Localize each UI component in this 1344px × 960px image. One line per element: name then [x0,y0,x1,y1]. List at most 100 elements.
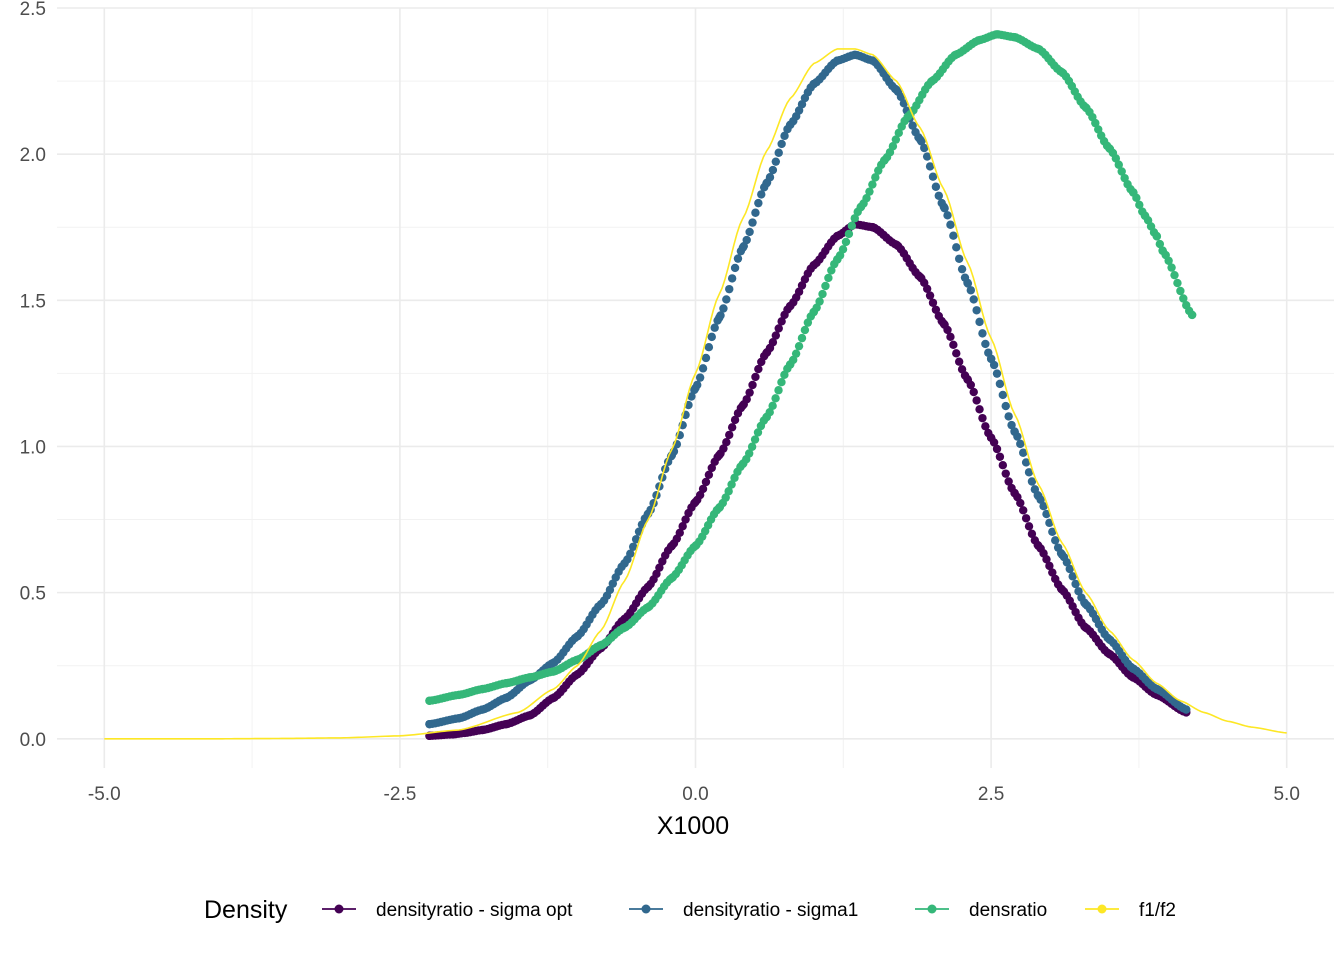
legend-label: densityratio - sigma1 [683,900,858,921]
data-point [862,193,871,203]
data-point [777,377,786,387]
data-point [1114,160,1123,169]
data-point [925,291,935,300]
data-point [1042,509,1051,519]
series-marks [104,30,1287,741]
y-tick-label: 1.5 [20,291,46,312]
data-point [698,484,708,494]
data-point [1181,705,1191,714]
data-point [1021,514,1031,523]
data-point [754,364,763,374]
data-point [981,339,990,349]
data-point [957,264,967,274]
data-point [1048,568,1057,577]
data-point [931,182,941,191]
data-point [949,231,958,240]
data-point [794,106,804,115]
data-point [952,349,961,358]
data-point [725,284,734,294]
data-point [1001,401,1010,411]
data-point [678,522,687,531]
data-point [675,528,684,537]
data-point [1051,536,1060,545]
data-point [952,243,961,252]
data-point [730,263,740,273]
data-point [920,143,929,153]
data-point [687,392,696,401]
data-point [917,137,926,146]
data-point [963,279,973,288]
data-point [981,422,990,431]
legend-item-densityratio-sigma-opt: densityratio - sigma opt [322,900,573,921]
data-point [727,274,737,283]
data-point [794,287,804,296]
data-point [1062,558,1072,567]
data-point [978,329,987,338]
data-point [1091,118,1100,128]
data-point [1016,498,1025,508]
data-point [742,235,751,245]
data-point [850,214,859,223]
data-point [698,364,708,373]
data-point [742,395,751,404]
data-point [1019,448,1028,457]
data-point [765,408,774,417]
data-point [949,340,958,350]
data-point [954,254,964,263]
data-point [777,139,786,149]
data-point [1117,167,1126,176]
series-line [104,48,1287,740]
data-point [1045,561,1054,571]
data-point [998,460,1008,470]
data-point [707,332,716,342]
data-point [1024,468,1034,477]
data-point [908,121,917,130]
data-point [975,317,984,327]
data-point [768,338,778,347]
data-point [969,387,978,397]
data-point [605,585,615,595]
data-point [925,162,935,171]
data-point [1065,564,1074,574]
data-point [704,343,714,352]
data-point [1024,522,1034,531]
data-point [693,380,702,390]
data-point [695,373,705,382]
data-point [1045,518,1054,528]
y-tick-label: 0.5 [20,584,46,605]
data-point [774,324,783,333]
data-point [727,423,737,432]
x-tick-label: 5.0 [1273,784,1299,805]
data-point [725,430,734,440]
data-point [1074,587,1083,596]
data-point [818,289,827,299]
data-point [1019,506,1028,515]
data-point [972,306,981,315]
data-point [791,349,801,358]
data-point [1016,439,1025,449]
data-point [765,173,775,182]
data-point [966,286,976,295]
data-point [928,172,938,181]
data-point [1042,555,1051,564]
data-point [1179,294,1188,303]
data-point [701,353,711,363]
data-point [1027,529,1037,539]
data-point [721,493,730,502]
data-point [768,165,778,175]
x-tick-label: -2.5 [384,784,417,805]
data-point [751,372,760,382]
data-point [722,437,731,447]
y-tick-label: 2.5 [20,0,46,20]
data-point [847,221,857,231]
data-point [754,198,763,208]
data-point [748,380,757,390]
data-point [1004,412,1013,421]
data-point [995,452,1005,461]
legend-key-dot [641,904,651,914]
data-point [800,325,810,335]
data-point [868,180,877,189]
data-point [969,295,978,304]
legend-label: f1/f2 [1139,900,1176,921]
data-point [896,92,906,102]
